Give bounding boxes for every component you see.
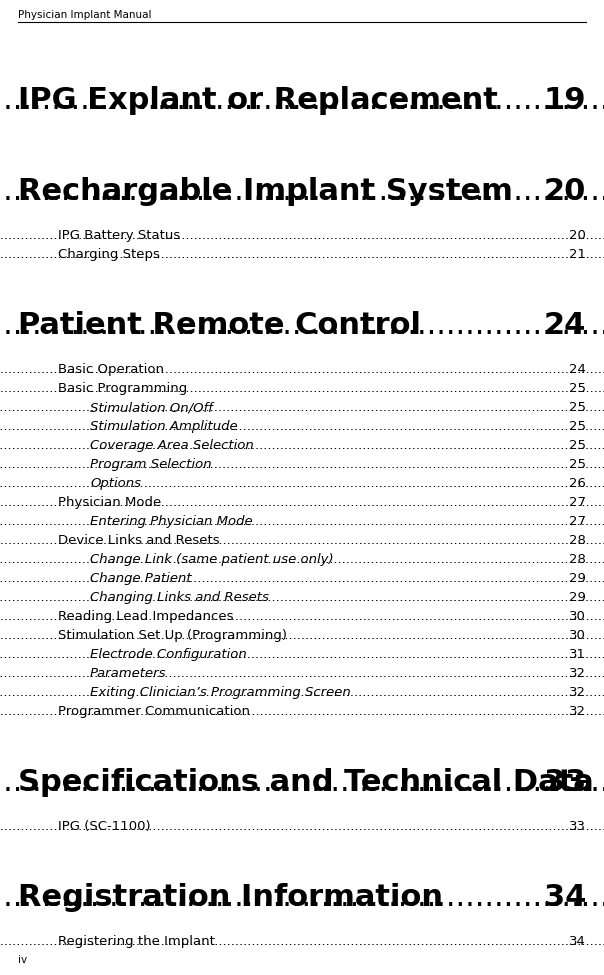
Text: ................................................................................: ........................................… [0, 249, 604, 261]
Text: 33: 33 [569, 820, 586, 833]
Text: Parameters: Parameters [90, 667, 167, 681]
Text: ................................................................................: ........................................… [0, 820, 604, 833]
Text: ................................................................................: ........................................… [0, 572, 604, 585]
Text: IPG Battery Status: IPG Battery Status [58, 229, 180, 243]
Text: Exiting Clinician’s Programming Screen: Exiting Clinician’s Programming Screen [90, 686, 351, 699]
Text: 28: 28 [569, 553, 586, 566]
Text: iv: iv [18, 955, 27, 965]
Text: 33: 33 [544, 768, 586, 797]
Text: ................................................................................: ........................................… [0, 515, 604, 528]
Text: 19: 19 [544, 86, 586, 115]
Text: Rechargable Implant System: Rechargable Implant System [18, 177, 513, 207]
Text: Specifications and Technical Data: Specifications and Technical Data [18, 768, 594, 797]
Text: 25: 25 [569, 401, 586, 414]
Text: Basic Operation: Basic Operation [58, 363, 164, 376]
Text: ................................................................................: ........................................… [0, 935, 604, 948]
Text: ................................................................................: ........................................… [0, 177, 604, 207]
Text: Patient Remote Control: Patient Remote Control [18, 311, 421, 340]
Text: ................................................................................: ........................................… [0, 629, 604, 643]
Text: ................................................................................: ........................................… [0, 439, 604, 452]
Text: 34: 34 [544, 882, 586, 912]
Text: ................................................................................: ........................................… [0, 686, 604, 699]
Text: ................................................................................: ........................................… [0, 553, 604, 566]
Text: 32: 32 [569, 705, 586, 719]
Text: Change Link (same patient use only): Change Link (same patient use only) [90, 553, 333, 566]
Text: 25: 25 [569, 420, 586, 433]
Text: Entering Physician Mode: Entering Physician Mode [90, 515, 252, 528]
Text: 29: 29 [569, 572, 586, 585]
Text: ................................................................................: ........................................… [0, 667, 604, 681]
Text: ................................................................................: ........................................… [0, 382, 604, 395]
Text: Charging Steps: Charging Steps [58, 249, 160, 261]
Text: ................................................................................: ........................................… [0, 591, 604, 604]
Text: Program Selection: Program Selection [90, 458, 211, 471]
Text: Reading Lead Impedances: Reading Lead Impedances [58, 610, 234, 623]
Text: ................................................................................: ........................................… [0, 401, 604, 414]
Text: Stimulation Amplitude: Stimulation Amplitude [90, 420, 237, 433]
Text: 34: 34 [569, 935, 586, 948]
Text: Change Patient: Change Patient [90, 572, 191, 585]
Text: ................................................................................: ........................................… [0, 610, 604, 623]
Text: ................................................................................: ........................................… [0, 882, 604, 912]
Text: Stimulation Set Up (Programming): Stimulation Set Up (Programming) [58, 629, 287, 643]
Text: 21: 21 [569, 249, 586, 261]
Text: ................................................................................: ........................................… [0, 458, 604, 471]
Text: 20: 20 [569, 229, 586, 243]
Text: 27: 27 [569, 515, 586, 528]
Text: Stimulation On/Off: Stimulation On/Off [90, 401, 213, 414]
Text: Changing Links and Resets: Changing Links and Resets [90, 591, 269, 604]
Text: ................................................................................: ........................................… [0, 229, 604, 243]
Text: Options: Options [90, 477, 141, 490]
Text: ................................................................................: ........................................… [0, 496, 604, 509]
Text: Programmer Communication: Programmer Communication [58, 705, 250, 719]
Text: 26: 26 [569, 477, 586, 490]
Text: 25: 25 [569, 439, 586, 452]
Text: Basic Programming: Basic Programming [58, 382, 187, 395]
Text: ................................................................................: ........................................… [0, 311, 604, 340]
Text: 27: 27 [569, 496, 586, 509]
Text: ................................................................................: ........................................… [0, 648, 604, 661]
Text: 29: 29 [569, 591, 586, 604]
Text: Physician Mode: Physician Mode [58, 496, 161, 509]
Text: Device Links and Resets: Device Links and Resets [58, 534, 220, 547]
Text: ................................................................................: ........................................… [0, 477, 604, 490]
Text: 31: 31 [569, 648, 586, 661]
Text: 25: 25 [569, 458, 586, 471]
Text: ................................................................................: ........................................… [0, 86, 604, 115]
Text: ................................................................................: ........................................… [0, 420, 604, 433]
Text: 32: 32 [569, 686, 586, 699]
Text: Electrode Configuration: Electrode Configuration [90, 648, 247, 661]
Text: 30: 30 [569, 629, 586, 643]
Text: 24: 24 [569, 363, 586, 376]
Text: Coverage Area Selection: Coverage Area Selection [90, 439, 254, 452]
Text: 24: 24 [544, 311, 586, 340]
Text: IPG (SC-1100): IPG (SC-1100) [58, 820, 150, 833]
Text: 20: 20 [544, 177, 586, 207]
Text: Registration Information: Registration Information [18, 882, 443, 912]
Text: 28: 28 [569, 534, 586, 547]
Text: ................................................................................: ........................................… [0, 534, 604, 547]
Text: 30: 30 [569, 610, 586, 623]
Text: 32: 32 [569, 667, 586, 681]
Text: IPG Explant or Replacement: IPG Explant or Replacement [18, 86, 498, 115]
Text: ................................................................................: ........................................… [0, 768, 604, 797]
Text: ................................................................................: ........................................… [0, 363, 604, 376]
Text: 25: 25 [569, 382, 586, 395]
Text: Physician Implant Manual: Physician Implant Manual [18, 10, 152, 20]
Text: ................................................................................: ........................................… [0, 705, 604, 719]
Text: Registering the Implant: Registering the Implant [58, 935, 215, 948]
